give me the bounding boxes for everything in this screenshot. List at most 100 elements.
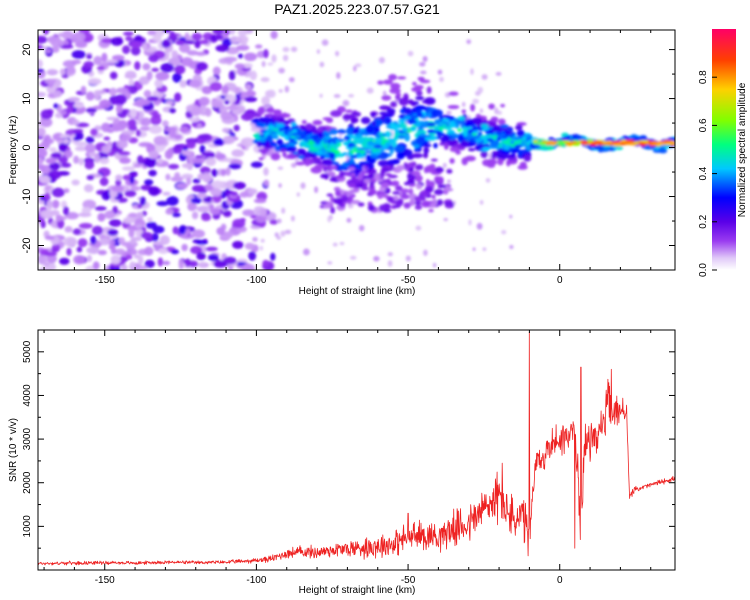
spectral-blob xyxy=(400,188,410,194)
spectral-blob xyxy=(59,68,66,76)
spectral-blob xyxy=(381,95,392,101)
spectral-blob xyxy=(71,31,86,42)
spectral-blob xyxy=(468,141,478,146)
spectral-blob xyxy=(411,170,421,176)
spectral-blob xyxy=(191,105,201,116)
spectral-blob xyxy=(447,104,460,110)
spectral-blob xyxy=(99,177,109,187)
spectral-blob xyxy=(162,191,171,196)
spectral-blob xyxy=(407,50,414,57)
spectral-blob xyxy=(124,190,137,197)
spectral-blob xyxy=(91,225,104,236)
spectral-blob xyxy=(242,209,255,217)
spectral-blob xyxy=(437,184,447,189)
spectral-blob xyxy=(162,120,169,127)
spectral-blob xyxy=(424,185,434,193)
spectral-blob xyxy=(49,147,57,153)
spectral-blob xyxy=(93,153,101,164)
spectral-blob xyxy=(408,99,414,105)
spectral-blob xyxy=(382,90,387,96)
spectral-blob xyxy=(521,137,526,141)
y-tick-label: -20 xyxy=(21,238,33,254)
spectral-blob xyxy=(378,57,385,64)
spectral-blob xyxy=(421,99,434,104)
spectral-blob xyxy=(438,114,444,121)
spectral-blob xyxy=(323,132,332,136)
spectral-blob xyxy=(366,87,374,94)
spectral-blob xyxy=(136,265,149,270)
spectral-blob xyxy=(270,152,281,161)
spectral-blob xyxy=(39,117,53,128)
spectral-blob xyxy=(65,211,79,220)
spectral-blob xyxy=(292,129,297,133)
spectral-blob xyxy=(335,50,340,57)
spectral-blob xyxy=(231,109,241,115)
spectral-blob xyxy=(112,123,126,132)
spectral-blob xyxy=(133,163,143,168)
spectral-blob xyxy=(348,166,356,172)
spectral-blob xyxy=(457,134,465,141)
spectral-blob xyxy=(350,117,359,124)
spectral-blob xyxy=(374,137,383,141)
spectral-blob xyxy=(122,31,134,36)
spectral-blob xyxy=(168,163,180,170)
spectral-blob xyxy=(240,137,255,147)
spectral-blob xyxy=(213,34,224,40)
spectral-blob xyxy=(155,71,170,81)
spectral-blob xyxy=(152,225,165,234)
spectral-blob xyxy=(329,128,338,135)
spectral-blob xyxy=(457,116,466,121)
spectral-blob xyxy=(660,144,667,148)
spectral-blob xyxy=(240,91,247,101)
spectral-blob xyxy=(209,208,221,215)
spectral-blob xyxy=(506,128,514,131)
spectral-blob xyxy=(233,181,246,190)
spectral-blob xyxy=(175,39,186,46)
spectral-blob xyxy=(128,248,138,256)
spectral-blob xyxy=(423,166,429,174)
spectral-blob xyxy=(207,253,219,262)
spectral-blob xyxy=(222,135,235,145)
spectral-blob xyxy=(153,135,167,146)
spectral-blob xyxy=(284,155,296,160)
spectral-blob xyxy=(134,35,142,42)
spectral-blob xyxy=(115,104,123,114)
spectral-blob xyxy=(381,105,387,109)
spectral-blob xyxy=(75,40,88,49)
spectral-blob xyxy=(162,260,171,266)
spectral-blob xyxy=(290,133,298,137)
spectral-blob xyxy=(161,39,171,48)
spectral-blob xyxy=(62,138,70,144)
spectral-blob xyxy=(228,70,236,81)
spectral-blob xyxy=(212,66,221,76)
spectral-blob xyxy=(244,96,258,103)
spectral-blob xyxy=(84,143,96,153)
spectral-blob xyxy=(184,258,191,267)
spectral-blob xyxy=(144,179,154,186)
spectral-blob xyxy=(138,76,150,85)
spectral-blob xyxy=(51,187,65,198)
spectral-blob xyxy=(503,145,510,150)
spectral-blob xyxy=(287,143,296,147)
spectral-blob xyxy=(510,140,515,145)
spectral-blob xyxy=(181,163,193,169)
spectral-blob xyxy=(480,123,489,128)
spectral-blob xyxy=(175,182,189,189)
spectral-blob xyxy=(191,229,205,238)
spectral-blob xyxy=(87,78,102,86)
spectral-blob xyxy=(388,74,398,81)
spectral-blob xyxy=(327,215,332,223)
y-tick-label: 5000 xyxy=(22,340,33,363)
spectral-blob xyxy=(353,65,357,72)
spectral-blob xyxy=(327,171,336,177)
spectral-blob xyxy=(408,119,418,124)
spectral-blob xyxy=(342,99,350,107)
spectral-blob xyxy=(532,139,539,143)
spectral-blob xyxy=(202,151,216,158)
spectral-blob xyxy=(181,243,188,252)
spectral-blob xyxy=(330,206,336,214)
spectral-blob xyxy=(295,161,306,166)
spectral-blob xyxy=(282,47,290,53)
spectral-blob xyxy=(101,191,112,201)
spectral-blob xyxy=(523,154,532,162)
